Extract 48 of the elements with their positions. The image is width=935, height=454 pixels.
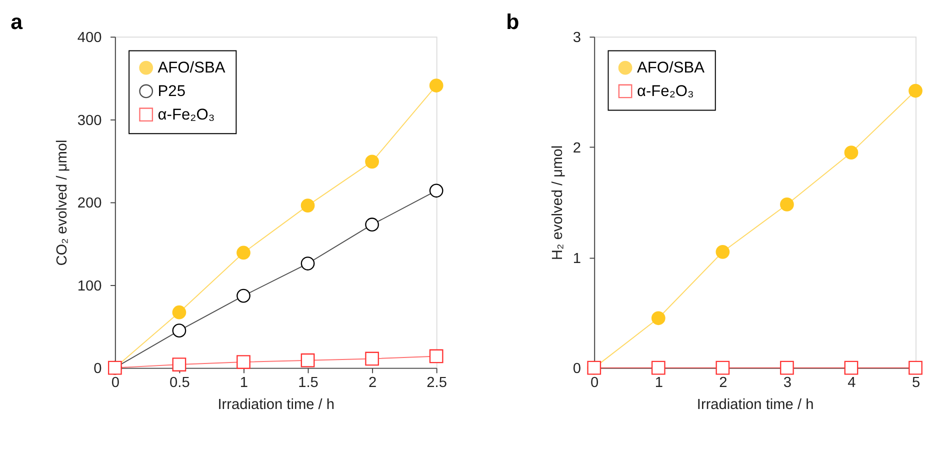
x-tick-label: 3 (783, 374, 792, 391)
legend-label: AFO/SBA (158, 60, 226, 77)
point (429, 78, 444, 92)
point (172, 358, 186, 372)
x-tick-label: 2.5 (426, 374, 447, 391)
y-tick-label: 3 (572, 30, 581, 46)
x-tick-label: 1.5 (298, 374, 318, 391)
x-tick-label: 0.5 (170, 374, 190, 391)
legend-label: AFO/SBA (636, 60, 706, 77)
point (908, 84, 922, 98)
chart-title: b (506, 10, 520, 34)
point (365, 154, 379, 169)
x-axis-title: Irradiation time / h (218, 397, 335, 414)
x-tick-label: 4 (848, 374, 856, 391)
y-tick-label: 2 (572, 140, 581, 156)
legend-label: P25 (158, 83, 186, 100)
chart-title: a (10, 10, 24, 34)
point (844, 146, 858, 160)
y-tick-label: 1 (572, 250, 581, 267)
y-tick-label: 0 (94, 361, 102, 378)
x-tick-label: 0 (111, 374, 120, 391)
x-tick-label: 1 (654, 374, 663, 391)
x-tick-label: 2 (368, 374, 377, 391)
point (236, 246, 250, 260)
x-tick-label: 0 (590, 374, 599, 391)
x-tick-label: 5 (912, 374, 920, 391)
y-axis-title: CO₂ evolved / μmol (54, 140, 71, 266)
legend-label: α-Fe₂O₃ (636, 83, 694, 100)
x-tick-label: 2 (719, 374, 728, 391)
legend-label: α-Fe₂O₃ (158, 106, 215, 124)
y-tick-label: 400 (77, 30, 102, 46)
x-tick-label: 1 (240, 374, 248, 391)
point (300, 256, 315, 270)
point (365, 218, 379, 232)
point (172, 305, 186, 320)
point (172, 324, 186, 338)
point (300, 198, 315, 212)
y-tick-label: 0 (572, 361, 581, 378)
point (429, 184, 444, 198)
point (236, 288, 250, 303)
y-tick-label: 200 (77, 196, 102, 212)
y-tick-label: 100 (77, 278, 102, 294)
y-axis-title: H₂ evolved / μmol (550, 145, 566, 260)
y-tick-label: 300 (77, 112, 102, 129)
x-axis-title: Irradiation time / h (696, 397, 814, 414)
point (651, 311, 666, 326)
point (780, 198, 794, 212)
point (716, 245, 730, 259)
